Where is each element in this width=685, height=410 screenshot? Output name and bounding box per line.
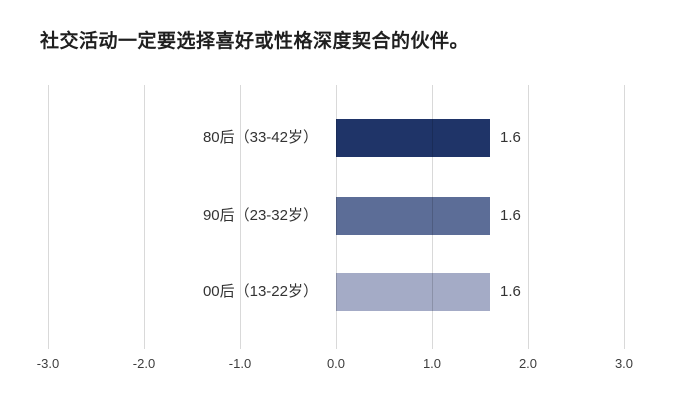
x-tick-label: -1.0 xyxy=(228,356,252,371)
x-tick-label: 1.0 xyxy=(422,356,442,371)
x-tick-label: -2.0 xyxy=(132,356,156,371)
gridline xyxy=(143,85,145,349)
bar xyxy=(336,119,490,157)
gridline xyxy=(239,85,241,349)
x-tick-label: 0.0 xyxy=(326,356,346,371)
value-label: 1.6 xyxy=(500,129,521,146)
x-tick-label: -3.0 xyxy=(36,356,60,371)
gridline xyxy=(335,85,337,349)
value-label: 1.6 xyxy=(500,283,521,300)
value-label: 1.6 xyxy=(500,207,521,224)
category-label: 80后（33-42岁） xyxy=(202,129,318,146)
x-tick-label: 3.0 xyxy=(614,356,634,371)
category-label: 90后（23-32岁） xyxy=(202,207,318,224)
bar xyxy=(336,273,490,311)
gridline xyxy=(47,85,49,349)
gridline xyxy=(623,85,625,349)
gridline xyxy=(527,85,529,349)
bar xyxy=(336,197,490,235)
chart-title: 社交活动一定要选择喜好或性格深度契合的伙伴。 xyxy=(40,31,470,52)
category-label: 00后（13-22岁） xyxy=(202,283,318,300)
gridline xyxy=(431,85,433,349)
x-tick-label: 2.0 xyxy=(518,356,538,371)
